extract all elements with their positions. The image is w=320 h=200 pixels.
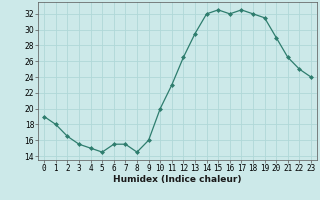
X-axis label: Humidex (Indice chaleur): Humidex (Indice chaleur)	[113, 175, 242, 184]
